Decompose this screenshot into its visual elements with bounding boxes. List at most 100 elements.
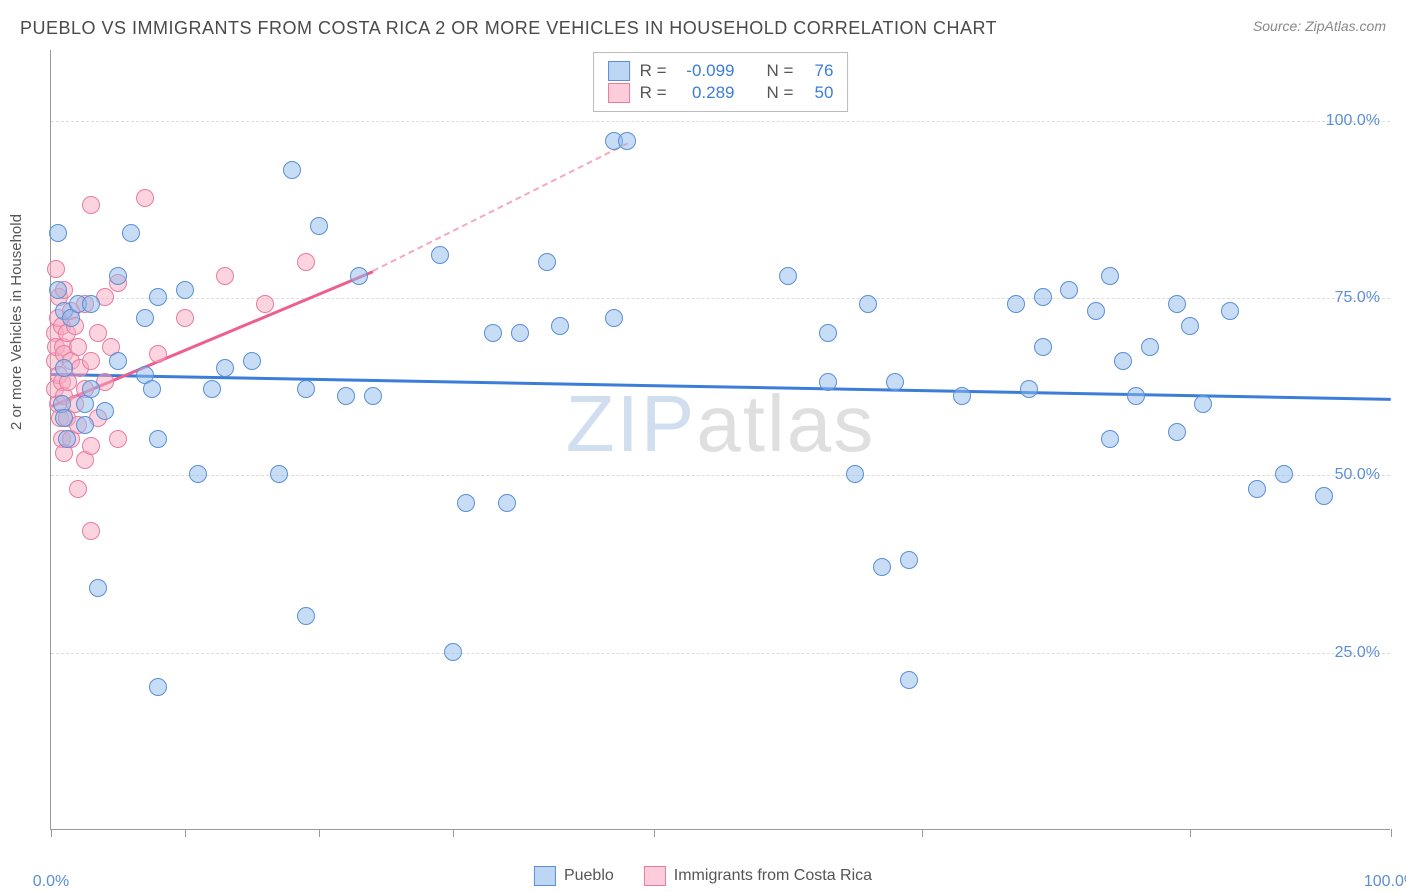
data-point xyxy=(779,267,797,285)
data-point xyxy=(55,409,73,427)
data-point xyxy=(511,324,529,342)
data-point xyxy=(55,359,73,377)
data-point xyxy=(538,253,556,271)
trend-line xyxy=(372,142,627,271)
data-point xyxy=(136,189,154,207)
data-point xyxy=(76,416,94,434)
x-tick xyxy=(922,829,923,837)
y-tick-label: 100.0% xyxy=(1326,112,1380,130)
data-point xyxy=(444,643,462,661)
legend: Pueblo Immigrants from Costa Rica xyxy=(534,866,872,886)
data-point xyxy=(1168,295,1186,313)
data-point xyxy=(109,352,127,370)
data-point xyxy=(176,281,194,299)
y-tick-label: 25.0% xyxy=(1335,644,1380,662)
data-point xyxy=(69,338,87,356)
data-point xyxy=(82,437,100,455)
data-point xyxy=(484,324,502,342)
x-tick xyxy=(1391,829,1392,837)
data-point xyxy=(82,380,100,398)
data-point xyxy=(58,430,76,448)
data-point xyxy=(176,309,194,327)
data-point xyxy=(1275,465,1293,483)
data-point xyxy=(270,465,288,483)
data-point xyxy=(49,281,67,299)
watermark: ZIPatlas xyxy=(566,378,875,470)
data-point xyxy=(1034,338,1052,356)
x-tick-label: 0.0% xyxy=(33,873,69,891)
data-point xyxy=(109,267,127,285)
y-axis-label: 2 or more Vehicles in Household xyxy=(8,214,25,430)
data-point xyxy=(1315,487,1333,505)
data-point xyxy=(859,295,877,313)
data-point xyxy=(1127,387,1145,405)
data-point xyxy=(1007,295,1025,313)
data-point xyxy=(297,607,315,625)
data-point xyxy=(900,551,918,569)
data-point xyxy=(109,430,127,448)
x-tick xyxy=(453,829,454,837)
data-point xyxy=(1221,302,1239,320)
data-point xyxy=(953,387,971,405)
data-point xyxy=(873,558,891,576)
data-point xyxy=(82,522,100,540)
data-point xyxy=(189,465,207,483)
data-point xyxy=(364,387,382,405)
x-tick-label: 100.0% xyxy=(1364,873,1406,891)
data-point xyxy=(283,161,301,179)
data-point xyxy=(350,267,368,285)
data-point xyxy=(89,324,107,342)
trend-line xyxy=(51,373,1391,400)
gridline xyxy=(51,475,1390,476)
x-tick xyxy=(51,829,52,837)
data-point xyxy=(819,373,837,391)
stats-row-pink: R = 0.289 N = 50 xyxy=(608,83,834,103)
data-point xyxy=(886,373,904,391)
data-point xyxy=(1181,317,1199,335)
data-point xyxy=(149,678,167,696)
data-point xyxy=(1101,430,1119,448)
data-point xyxy=(431,246,449,264)
data-point xyxy=(846,465,864,483)
x-tick xyxy=(1190,829,1191,837)
data-point xyxy=(82,295,100,313)
data-point xyxy=(203,380,221,398)
data-point xyxy=(498,494,516,512)
x-tick xyxy=(185,829,186,837)
data-point xyxy=(297,253,315,271)
data-point xyxy=(149,345,167,363)
y-tick-label: 75.0% xyxy=(1335,289,1380,307)
data-point xyxy=(819,324,837,342)
swatch-pink-icon xyxy=(608,83,630,103)
data-point xyxy=(96,402,114,420)
data-point xyxy=(310,217,328,235)
data-point xyxy=(605,309,623,327)
data-point xyxy=(1087,302,1105,320)
stats-box: R = -0.099 N = 76 R = 0.289 N = 50 xyxy=(593,52,849,112)
stats-row-blue: R = -0.099 N = 76 xyxy=(608,61,834,81)
data-point xyxy=(1020,380,1038,398)
data-point xyxy=(551,317,569,335)
data-point xyxy=(618,132,636,150)
data-point xyxy=(143,380,161,398)
swatch-blue-icon xyxy=(534,866,556,886)
swatch-pink-icon xyxy=(644,866,666,886)
data-point xyxy=(1101,267,1119,285)
gridline xyxy=(51,653,1390,654)
scatter-plot: ZIPatlas R = -0.099 N = 76 R = 0.289 N =… xyxy=(50,50,1390,830)
chart-title: PUEBLO VS IMMIGRANTS FROM COSTA RICA 2 O… xyxy=(20,18,997,39)
legend-item-pink: Immigrants from Costa Rica xyxy=(644,866,872,886)
data-point xyxy=(82,196,100,214)
source-label: Source: ZipAtlas.com xyxy=(1253,18,1386,34)
data-point xyxy=(297,380,315,398)
data-point xyxy=(47,260,65,278)
data-point xyxy=(149,430,167,448)
data-point xyxy=(337,387,355,405)
data-point xyxy=(82,352,100,370)
data-point xyxy=(1034,288,1052,306)
data-point xyxy=(49,224,67,242)
data-point xyxy=(256,295,274,313)
gridline xyxy=(51,298,1390,299)
data-point xyxy=(243,352,261,370)
legend-item-blue: Pueblo xyxy=(534,866,614,886)
